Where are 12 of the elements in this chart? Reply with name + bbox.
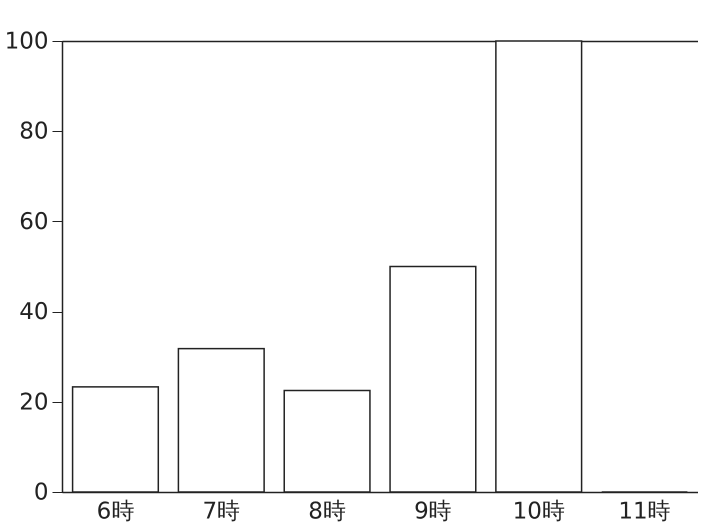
x-tick-label: 10時 bbox=[512, 498, 565, 524]
x-tick-label: 7時 bbox=[202, 498, 240, 524]
y-tick-label: 80 bbox=[19, 118, 48, 145]
x-tick-label: 8時 bbox=[308, 498, 346, 524]
y-tick-label: 100 bbox=[4, 28, 48, 54]
y-tick-label: 40 bbox=[19, 299, 48, 326]
y-tick-label: 20 bbox=[19, 389, 48, 416]
x-tick-label: 11時 bbox=[618, 498, 671, 524]
y-tick-label: 0 bbox=[34, 480, 48, 506]
y-tick-label: 60 bbox=[19, 208, 48, 235]
x-tick-label: 9時 bbox=[414, 498, 452, 524]
x-tick-label: 6時 bbox=[96, 498, 134, 524]
